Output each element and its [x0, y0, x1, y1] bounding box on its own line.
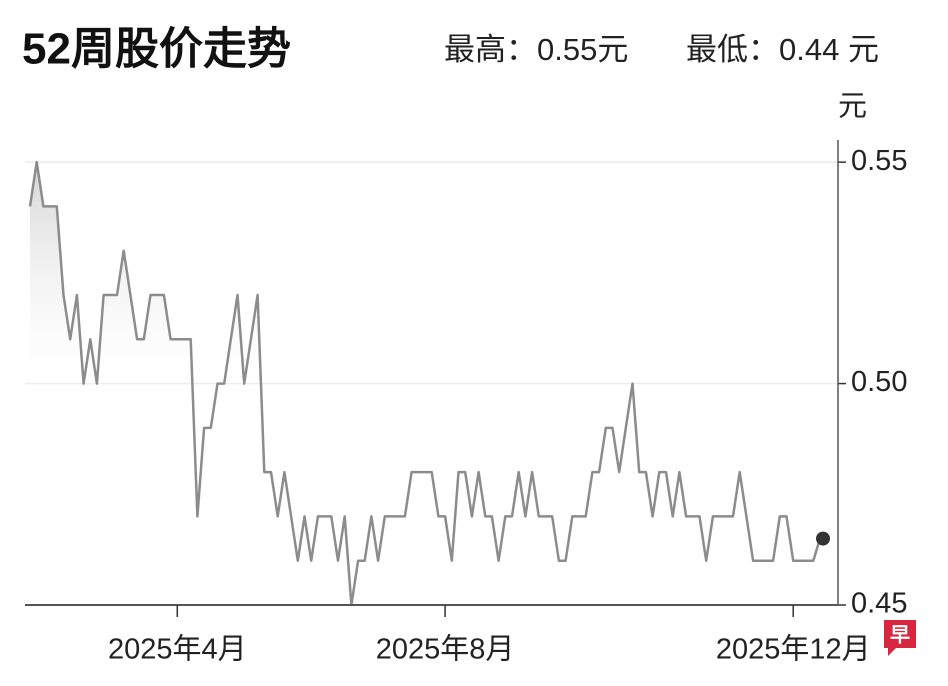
- x-tick-label: 2025年8月: [376, 633, 515, 666]
- logo-badge: [884, 620, 916, 656]
- y-unit: 元: [838, 91, 867, 123]
- area: [30, 162, 820, 605]
- x-tick-label: 2025年12月: [716, 633, 871, 666]
- y-tick-label: 0.50: [851, 366, 907, 398]
- price-line: [28, 160, 822, 607]
- chart-title: 52周股价走势: [22, 25, 291, 74]
- low-label: 最低：0.44 元: [686, 32, 879, 67]
- y-tick-label: 0.55: [851, 145, 907, 177]
- last-point: [816, 531, 830, 546]
- logo: 早: [884, 620, 916, 656]
- y-tick-label: 0.45: [851, 588, 907, 620]
- logo-text: 早: [890, 624, 910, 646]
- x-tick-label: 2025年4月: [108, 633, 247, 666]
- high-label: 最高：0.55元: [444, 32, 628, 67]
